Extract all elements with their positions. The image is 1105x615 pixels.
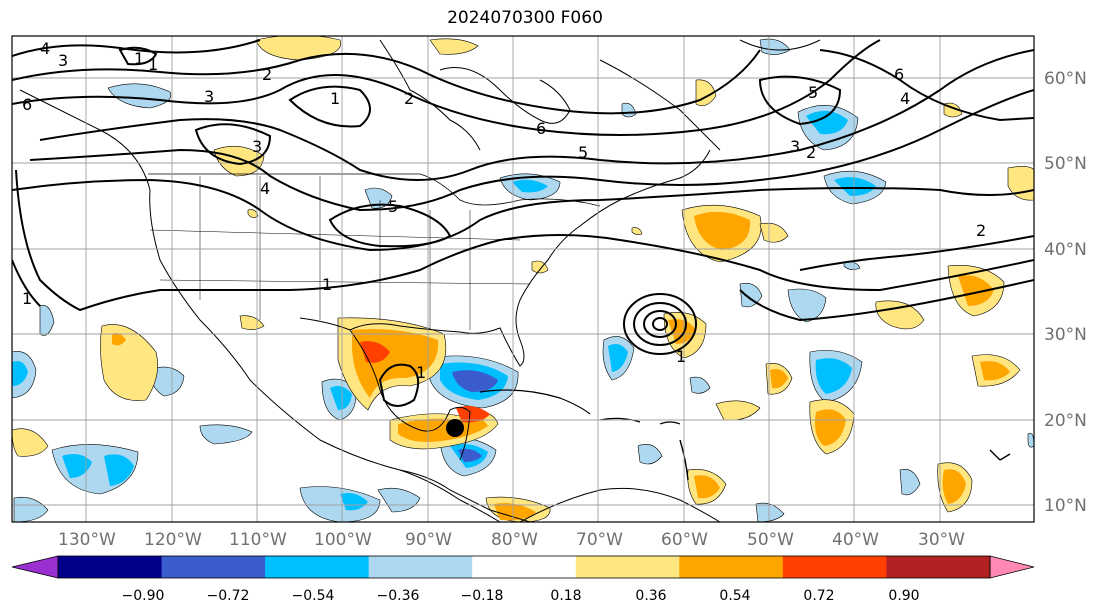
colorbar-tick-label: −0.72 [207, 588, 250, 604]
contour-label: 1 [22, 289, 32, 308]
lat-label: 60°N [1044, 69, 1087, 89]
contour-label: 2 [806, 143, 816, 162]
contour-label: 1 [416, 363, 426, 382]
colorbar-segment [679, 556, 784, 578]
contour-label: 3 [204, 87, 214, 106]
map-title: 2024070300 F060 [447, 8, 603, 28]
lon-label: 30°W [918, 530, 965, 550]
map-border [11, 35, 1035, 523]
colorbar-tick-label: −0.54 [292, 588, 335, 604]
map-background [12, 36, 1034, 522]
colorbar-tick-label: 0.90 [888, 588, 919, 604]
colorbar-segment [58, 556, 163, 578]
contour-label: 2 [262, 65, 272, 84]
colorbar [11, 555, 1035, 579]
lon-label: 130°W [58, 530, 116, 550]
colorbar-extend-high [989, 555, 1035, 579]
contour-label: 1 [148, 55, 158, 74]
lat-label: 40°N [1044, 240, 1087, 260]
colorbar-tick-labels: −0.90 −0.72 −0.54 −0.36 −0.18 0.18 0.36 … [122, 588, 920, 604]
colorbar-segment [368, 556, 473, 578]
colorbar-segment [265, 556, 370, 578]
contour-label: 4 [260, 179, 270, 198]
contour-label: 6 [22, 95, 32, 114]
colorbar-segment [472, 556, 577, 578]
contour-label: 1 [134, 49, 144, 68]
colorbar-segment [886, 556, 991, 578]
contour-label: 4 [900, 89, 910, 108]
contour-label: 4 [40, 39, 50, 58]
colorbar-tick-label: −0.18 [461, 588, 504, 604]
colorbar-segment [782, 556, 887, 578]
lon-label: 40°W [832, 530, 879, 550]
contour-label: 2 [404, 89, 414, 108]
lat-label: 30°N [1044, 325, 1087, 345]
contour-label: 2 [976, 221, 986, 240]
latitude-labels: 60°N 50°N 40°N 30°N 20°N 10°N [1044, 69, 1087, 516]
height-contours [12, 39, 1034, 407]
contour-label: 1 [330, 89, 340, 108]
contour-labels: 4 3 1 2 6 3 1 2 6 5 5 3 2 6 4 3 4 5 1 1 … [22, 39, 986, 382]
contour-label: 5 [808, 83, 818, 102]
contour-label: 1 [676, 347, 686, 366]
contour-label: 5 [578, 143, 588, 162]
lat-label: 50°N [1044, 154, 1087, 174]
contour-label: 6 [536, 119, 546, 138]
colorbar-segment [161, 556, 266, 578]
lon-label: 60°W [661, 530, 708, 550]
positive-anomaly-shading [12, 36, 1034, 522]
contour-label: 3 [58, 51, 68, 70]
lon-label: 50°W [747, 530, 794, 550]
lon-label: 80°W [491, 530, 538, 550]
colorbar-tick-label: −0.36 [377, 588, 420, 604]
colorbar-tick-label: −0.90 [122, 588, 165, 604]
contour-label: 1 [322, 275, 332, 294]
colorbar-tick-label: 0.36 [635, 588, 666, 604]
colorbar-tick-label: 0.54 [719, 588, 750, 604]
lat-label: 20°N [1044, 411, 1087, 431]
colorbar-tick-label: 0.18 [550, 588, 581, 604]
contour-label: 3 [790, 137, 800, 156]
negative-anomaly-shading [12, 38, 1034, 522]
lon-label: 120°W [144, 530, 202, 550]
colorbar-border [57, 555, 991, 579]
colorbar-extend-low [11, 555, 59, 579]
colorbar-tick-label: 0.72 [803, 588, 834, 604]
longitude-labels: 130°W 120°W 110°W 100°W 90°W 80°W 70°W 6… [58, 530, 965, 550]
contour-label: 6 [894, 65, 904, 84]
lat-label: 10°N [1044, 496, 1087, 516]
colorbar-segment [575, 556, 680, 578]
lon-label: 70°W [576, 530, 623, 550]
lon-label: 90°W [405, 530, 452, 550]
lon-label: 110°W [229, 530, 287, 550]
storm-center-marker [446, 419, 464, 437]
lon-label: 100°W [314, 530, 372, 550]
contour-label: 3 [252, 137, 262, 156]
contour-label: 5 [388, 197, 398, 216]
